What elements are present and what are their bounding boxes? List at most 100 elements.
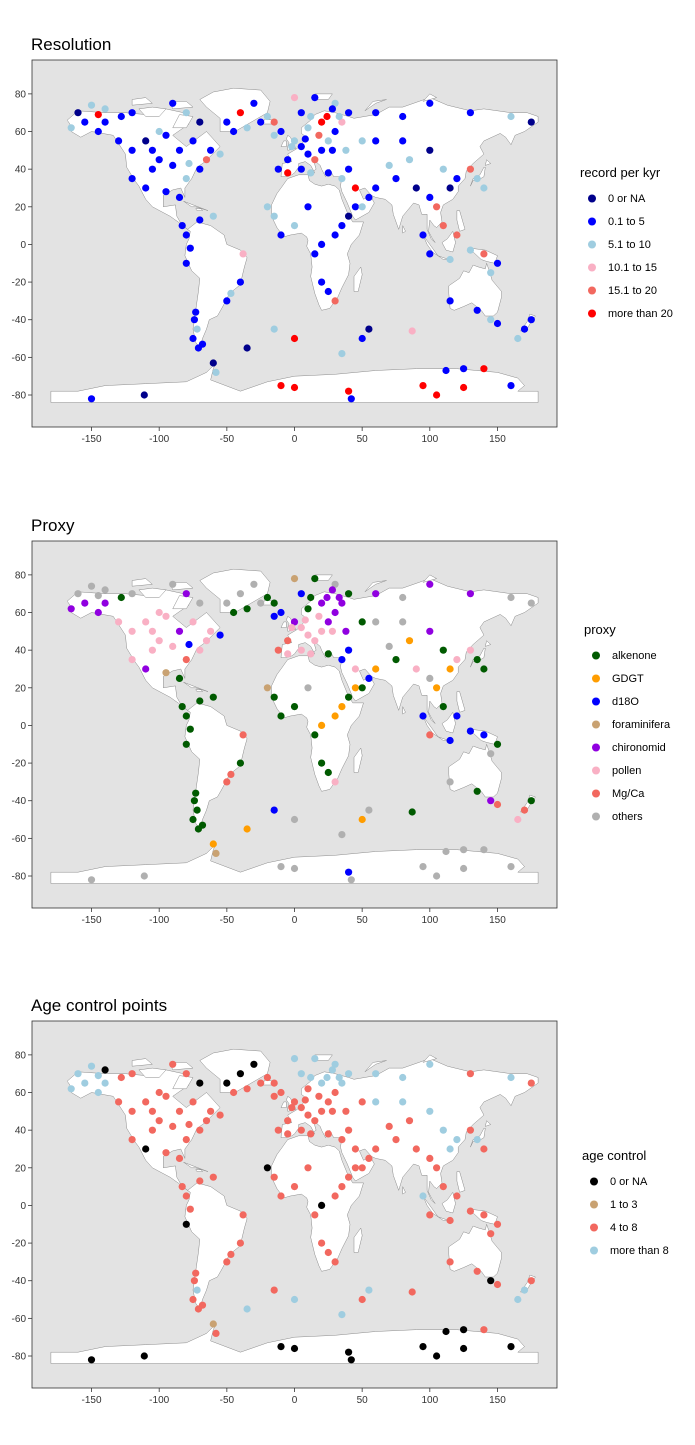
legend-label: foraminifera	[612, 719, 671, 731]
data-point	[189, 334, 197, 343]
data-point	[290, 703, 299, 711]
data-point	[216, 1111, 224, 1119]
data-point	[270, 131, 278, 139]
data-point	[236, 109, 244, 117]
data-point	[466, 165, 474, 173]
data-point	[426, 674, 434, 683]
data-point	[94, 592, 102, 600]
data-point	[365, 1286, 373, 1294]
data-point	[169, 642, 177, 651]
data-point	[250, 99, 258, 107]
data-point	[140, 391, 148, 399]
land-polygon	[422, 574, 438, 583]
data-point	[527, 1277, 535, 1285]
x-tick-label: 0	[292, 434, 298, 445]
legend-label: alkenone	[612, 650, 657, 662]
legend: age control 0 or NA 1 to 3 4 to 8 more than …	[582, 1148, 669, 1257]
legend-key	[590, 1200, 598, 1209]
data-point	[480, 731, 488, 739]
y-tick-label: -20	[12, 278, 27, 289]
data-point	[331, 99, 339, 107]
data-point	[493, 800, 502, 809]
data-point	[185, 1120, 193, 1129]
data-point	[182, 1070, 190, 1078]
data-point	[442, 1327, 450, 1336]
data-point	[466, 109, 474, 117]
data-point	[311, 731, 319, 739]
data-point	[178, 703, 186, 711]
land-polygon	[131, 578, 154, 587]
data-point	[223, 118, 231, 126]
data-point	[345, 1126, 353, 1134]
data-point	[345, 1173, 353, 1181]
data-point	[487, 269, 495, 277]
data-point	[493, 1220, 502, 1228]
data-point	[328, 586, 336, 594]
data-point	[193, 1286, 201, 1294]
data-point	[227, 1250, 235, 1258]
panel-age: Age control points -150 -100 -50 0 50 100 150 -8…	[12, 996, 669, 1406]
land-polygon	[183, 200, 208, 211]
data-point	[128, 1136, 136, 1144]
data-point	[426, 627, 434, 635]
land-polygon	[195, 689, 203, 692]
data-point	[514, 1295, 522, 1304]
data-point	[67, 1085, 75, 1093]
data-point	[527, 599, 535, 607]
data-point	[277, 1088, 285, 1097]
data-point	[324, 169, 332, 177]
data-point	[487, 316, 495, 324]
data-point	[223, 1079, 231, 1087]
land-polygon	[183, 681, 208, 692]
data-points	[67, 94, 535, 403]
data-point	[94, 1072, 102, 1080]
land-polygon	[50, 1323, 539, 1364]
data-point	[290, 137, 299, 145]
data-point	[426, 1107, 434, 1115]
data-point	[162, 612, 170, 620]
data-point	[412, 1145, 420, 1153]
data-point	[399, 593, 407, 602]
data-point	[307, 112, 315, 121]
data-point	[323, 112, 331, 121]
x-tick-label: 50	[357, 434, 369, 445]
legend-label: 0.1 to 5	[608, 216, 645, 228]
legend-key	[592, 674, 600, 683]
data-point	[335, 1073, 343, 1082]
data-point	[527, 316, 535, 324]
data-point	[284, 650, 292, 658]
data-point	[236, 1070, 244, 1078]
data-point	[216, 150, 224, 158]
data-point	[270, 1092, 278, 1100]
data-point	[439, 165, 447, 173]
data-point	[324, 137, 332, 145]
land-polygon	[138, 1067, 167, 1078]
data-point	[318, 1107, 326, 1115]
data-point	[385, 642, 393, 651]
data-point	[338, 599, 346, 607]
land-polygon	[199, 1048, 271, 1093]
data-point	[372, 618, 380, 626]
data-point	[473, 656, 481, 664]
data-point	[297, 165, 305, 173]
data-point	[236, 1239, 244, 1247]
data-point	[507, 863, 515, 871]
x-tick-label: 150	[489, 1395, 506, 1406]
data-point	[81, 1079, 89, 1087]
data-point	[408, 327, 416, 335]
data-point	[405, 156, 414, 164]
legend-key	[592, 812, 600, 821]
data-point	[239, 250, 247, 258]
x-tick-label: -150	[82, 1395, 102, 1406]
data-point	[304, 631, 312, 639]
legend-title: age control	[582, 1148, 646, 1163]
data-point	[301, 1096, 309, 1104]
data-point	[426, 580, 434, 588]
data-point	[318, 1239, 326, 1247]
data-point	[87, 876, 96, 884]
data-point	[304, 1085, 312, 1093]
data-point	[142, 184, 150, 192]
data-point	[345, 212, 353, 220]
data-point	[155, 608, 163, 617]
data-point	[311, 156, 319, 164]
